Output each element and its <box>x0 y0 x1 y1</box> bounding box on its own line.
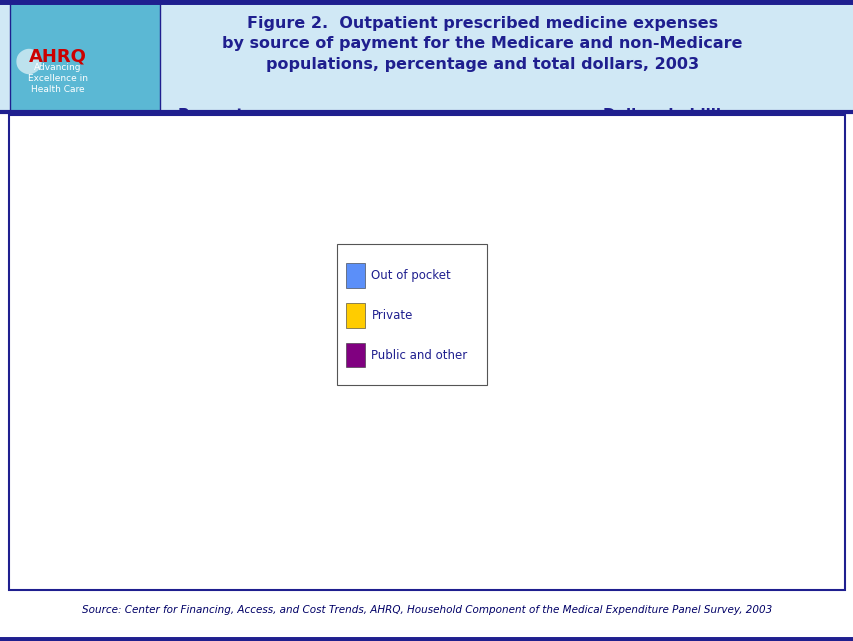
Bar <box>305 463 344 545</box>
Bar <box>154 373 192 545</box>
Text: 51.0: 51.0 <box>85 218 110 228</box>
Text: 15.8: 15.8 <box>585 390 616 403</box>
Bar <box>570 371 630 422</box>
Bar <box>230 297 268 545</box>
Text: 28.0: 28.0 <box>161 359 186 369</box>
Title: Percent: Percent <box>177 108 244 123</box>
Title: Dollars in billions: Dollars in billions <box>602 108 750 123</box>
Text: 47.4: 47.4 <box>736 329 767 343</box>
Text: 75.3: 75.3 <box>588 286 613 299</box>
Text: 13.6: 13.6 <box>736 232 767 245</box>
Text: 41.4: 41.4 <box>736 472 767 485</box>
Text: 38.4: 38.4 <box>585 477 616 490</box>
Bar <box>117 415 154 545</box>
Text: 102.4: 102.4 <box>735 199 769 212</box>
Bar <box>570 422 630 545</box>
Text: AHRQ: AHRQ <box>29 47 87 65</box>
Bar <box>722 412 782 545</box>
Text: Public and other: Public and other <box>371 349 467 362</box>
Bar <box>722 260 782 412</box>
Text: 40.4: 40.4 <box>236 283 261 293</box>
Text: Out of pocket: Out of pocket <box>371 269 450 282</box>
Text: 21.1: 21.1 <box>585 331 616 344</box>
Text: Figure 2.  Outpatient prescribed medicine expenses
by source of payment for the : Figure 2. Outpatient prescribed medicine… <box>222 16 742 72</box>
Text: Private: Private <box>371 309 412 322</box>
Bar <box>268 261 305 545</box>
Bar <box>722 217 782 260</box>
Text: Advancing
Excellence in
Health Care: Advancing Excellence in Health Care <box>28 63 88 94</box>
Text: 46.3: 46.3 <box>275 247 299 257</box>
Bar <box>78 232 117 545</box>
Bar <box>570 303 630 371</box>
Text: ⬤: ⬤ <box>15 48 42 74</box>
Text: 21.1: 21.1 <box>123 401 148 412</box>
Text: Source: Center for Financing, Access, and Cost Trends, AHRQ, Household Component: Source: Center for Financing, Access, an… <box>82 605 771 615</box>
Text: 13.3: 13.3 <box>312 449 337 459</box>
